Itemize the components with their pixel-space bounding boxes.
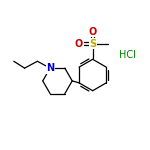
Text: HCl: HCl	[119, 50, 136, 60]
Text: O: O	[88, 27, 97, 37]
Text: O: O	[75, 39, 83, 49]
Text: N: N	[46, 63, 54, 73]
Text: S: S	[89, 39, 96, 49]
